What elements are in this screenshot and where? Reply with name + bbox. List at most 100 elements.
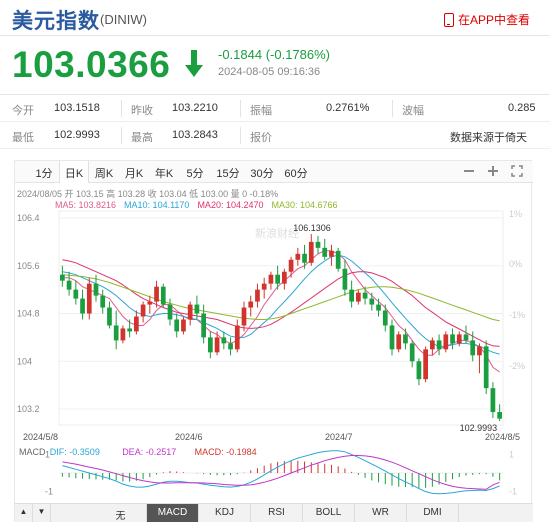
ma-line-ma30	[62, 274, 500, 322]
candle-body	[403, 334, 408, 344]
tab-6[interactable]: 15分	[216, 168, 240, 180]
current-price: 103.0366	[12, 44, 171, 85]
candle-body	[329, 250, 334, 257]
right-tick-label: 1%	[509, 209, 522, 219]
tab-8[interactable]: 60分	[284, 168, 308, 180]
low-value: 102.9993	[54, 129, 100, 141]
y-tick-label: 104	[17, 356, 32, 366]
candle-body	[362, 292, 368, 299]
candle-body	[268, 274, 274, 284]
macd-dif-line	[62, 450, 500, 495]
candle-body	[349, 289, 354, 302]
candle-body	[208, 337, 213, 353]
ma-info: MA5: 103.8216 MA10: 104.1170 MA20: 104.247…	[55, 200, 346, 210]
ticker-code: (DINIW)	[100, 12, 147, 27]
candle-body	[430, 340, 435, 350]
x-tick-label: 2024/7	[325, 432, 353, 442]
indicator-tab-3[interactable]: RSI	[251, 504, 303, 522]
low-label: 102.9993	[460, 423, 498, 433]
candle-body	[382, 310, 388, 326]
candle-body	[322, 247, 328, 257]
candle-body	[356, 292, 361, 302]
right-tick-label: -2%	[509, 361, 525, 371]
macd-tick-label: 1	[45, 449, 50, 459]
candle-body	[73, 289, 79, 299]
ma-info-3: MA30: 104.6766	[271, 200, 338, 210]
zoom-out-icon[interactable]	[463, 165, 475, 177]
indicator-tab-6[interactable]: DMI	[407, 504, 459, 522]
tab-5[interactable]: 5分	[186, 168, 204, 180]
right-tick-label: 0%	[509, 259, 522, 269]
candle-body	[194, 304, 200, 314]
x-tick-label: 2024/5/8	[23, 432, 58, 442]
candle-body	[214, 337, 220, 353]
ma-line-ma5	[62, 250, 500, 373]
amplitude-value: 0.2761%	[326, 102, 370, 114]
candle-body	[389, 325, 395, 350]
y-tick-label: 104.8	[17, 309, 40, 319]
candle-body	[134, 316, 139, 332]
stats-table: 今开 103.1518 昨收 103.2210 振幅 0.2761% 波幅 0.…	[0, 94, 550, 149]
tab-3[interactable]: 月K	[124, 168, 144, 180]
phone-icon	[443, 12, 454, 27]
candle-body	[308, 241, 314, 263]
indicator-tab-2[interactable]: KDJ	[199, 504, 251, 522]
candle-body	[234, 325, 240, 350]
plot-frame	[58, 210, 504, 426]
candle-body	[376, 304, 381, 311]
chart-controls	[463, 165, 523, 177]
open-in-app-link[interactable]: 在APP中查看	[443, 11, 530, 28]
candle-body	[255, 289, 260, 302]
macd-dea-line	[62, 455, 500, 490]
candlestick-chart[interactable]: 106.4 105.6 104.8 104 103.2 1% 0% -1% -2% 新浪财经106…	[15, 161, 533, 503]
period-tabs: 1分 日K 周K 月K 年K 5分 15分 30分 60分	[15, 161, 533, 183]
candle-body	[100, 295, 106, 308]
price-change: -0.1844 (-0.1786%)	[218, 47, 331, 62]
high-value: 103.2843	[172, 129, 218, 141]
candle-body	[140, 304, 146, 317]
macd-info-2: DEA: -0.2517	[122, 447, 176, 457]
tab-0[interactable]: 1分	[35, 168, 53, 180]
candle-body	[154, 286, 159, 302]
candle-body	[416, 361, 422, 380]
indicator-tab-5[interactable]: WR	[355, 504, 407, 522]
quote-timestamp: 2024-08-05 09:16:36	[218, 66, 321, 78]
y-tick-label: 105.6	[17, 261, 40, 271]
down-arrow-icon	[185, 50, 203, 77]
high-label: 106.1306	[293, 223, 331, 233]
right-tick-label: -1%	[509, 310, 525, 320]
macd-info-0: MACD	[19, 447, 46, 457]
candle-body	[456, 334, 462, 344]
watermark: 新浪财经	[255, 226, 299, 240]
candle-body	[181, 319, 186, 332]
scroll-up-icon[interactable]: ▲	[15, 504, 33, 522]
candle-body	[295, 253, 301, 260]
open-in-app-label: 在APP中查看	[457, 13, 530, 27]
candle-body	[342, 268, 348, 290]
scroll-down-icon[interactable]: ▼	[33, 504, 51, 522]
indicator-tab-1[interactable]: MACD	[147, 504, 199, 522]
candle-body	[450, 334, 455, 344]
tab-7[interactable]: 30分	[250, 168, 274, 180]
tab-4[interactable]: 年K	[154, 168, 174, 180]
ohlc-info: 2024/08/05 开 103.15 高 103.28 收 103.04 低 …	[17, 189, 279, 199]
candle-body	[80, 298, 85, 314]
volatility-label: 波幅	[402, 105, 424, 117]
candle-body	[443, 334, 449, 350]
candle-body	[497, 412, 502, 419]
stats-row-1: 今开 103.1518 昨收 103.2210 振幅 0.2761% 波幅 0.…	[0, 95, 550, 122]
indicator-tab-0[interactable]: 无	[95, 504, 147, 522]
ma-info-0: MA5: 103.8216	[55, 200, 117, 210]
fullscreen-icon[interactable]	[511, 165, 523, 177]
zoom-in-icon[interactable]	[487, 165, 499, 177]
prev-close-label: 昨收	[131, 105, 153, 117]
high-label: 最高	[131, 132, 153, 144]
amplitude-label: 振幅	[250, 105, 272, 117]
header: 美元指数 (DINIW) 在APP中查看	[0, 0, 550, 36]
candle-body	[174, 319, 180, 332]
candle-body	[275, 274, 280, 284]
indicator-tab-4[interactable]: BOLL	[303, 504, 355, 522]
candle-body	[201, 313, 206, 338]
tab-2[interactable]: 周K	[94, 168, 114, 180]
tab-1[interactable]: 日K	[59, 161, 89, 183]
